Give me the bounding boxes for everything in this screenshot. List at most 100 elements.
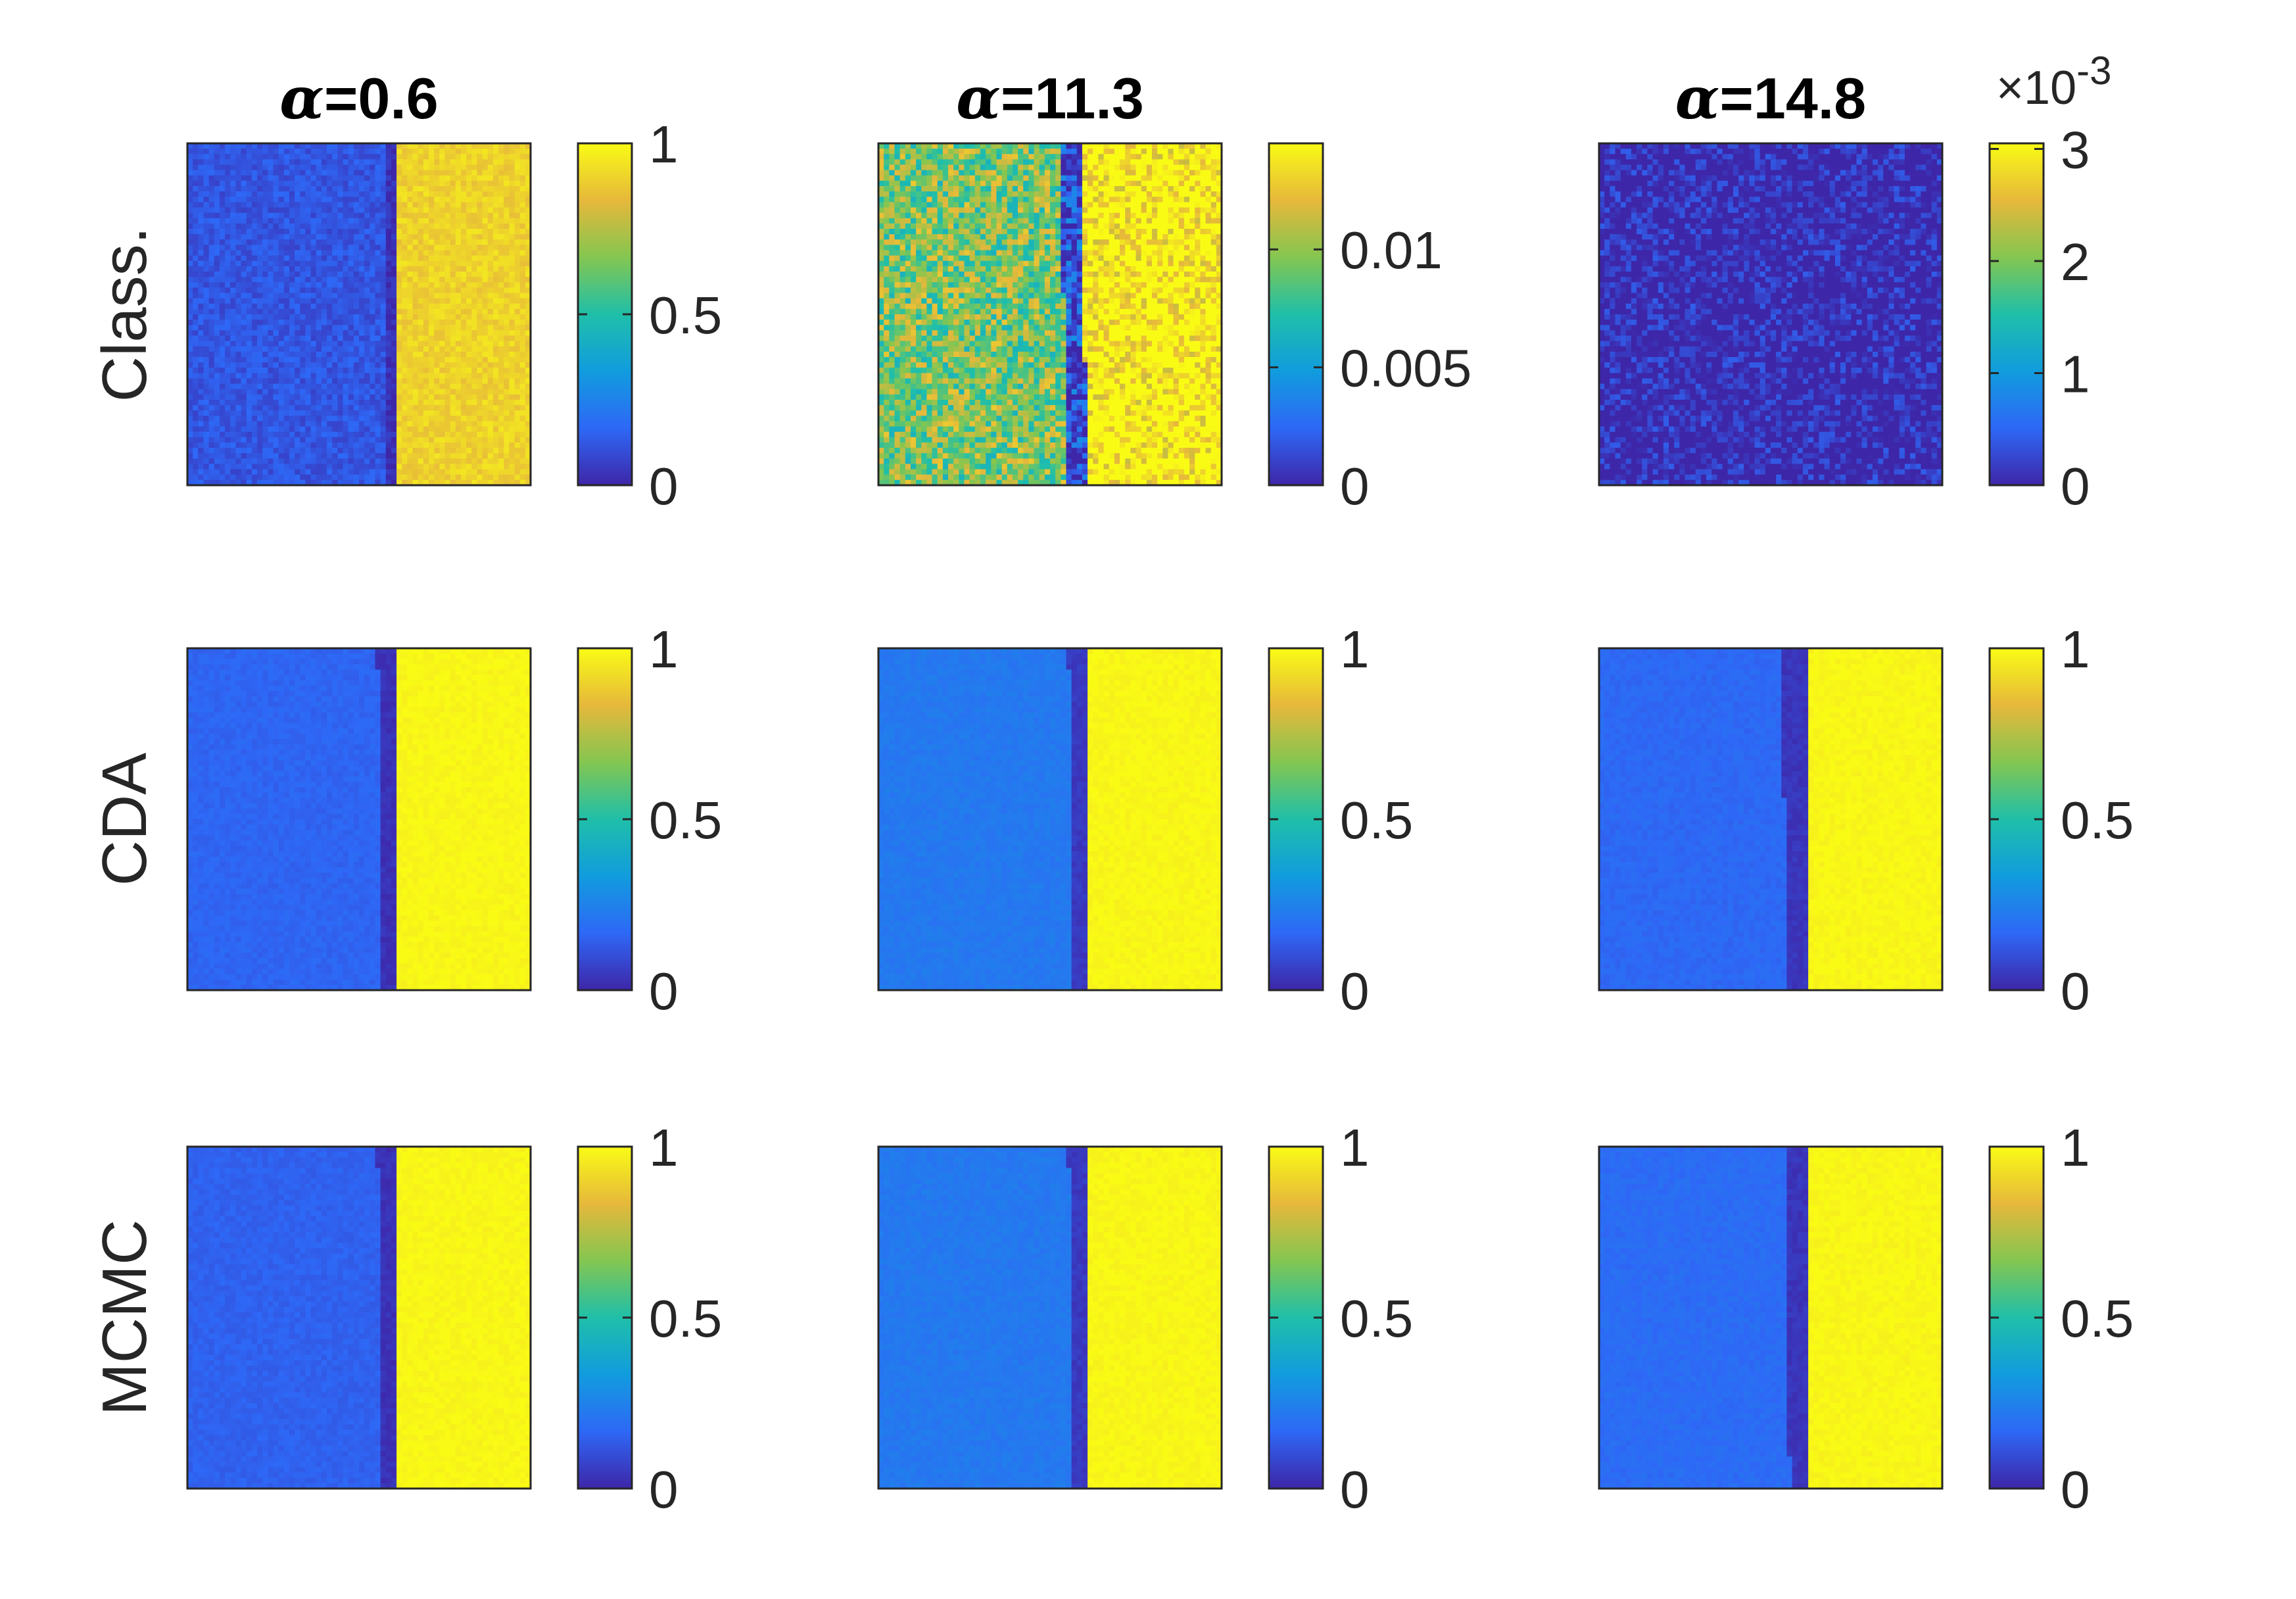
heatmap-cell [471,218,477,224]
heatmap-cell [375,352,381,358]
heatmap-cell [252,272,258,277]
heatmap-cell [402,251,408,256]
heatmap-cell [461,239,467,245]
heatmap-cell [381,314,387,320]
heatmap-cell [370,170,375,176]
heatmap-cell [434,208,440,214]
heatmap-cell [337,170,343,176]
heatmap-cell [332,181,338,187]
heatmap-cell [456,298,462,304]
heatmap-cell [279,176,285,181]
heatmap-cell [456,213,462,219]
heatmap-cell [343,357,349,363]
heatmap-cell [504,357,510,363]
heatmap-cell [209,239,215,245]
heatmap-cell [257,298,263,304]
heatmap-cell [450,224,456,229]
heatmap-cell [289,287,295,293]
heatmap-cell [445,239,451,245]
heatmap-cell [364,379,370,385]
heatmap-cell [337,362,343,368]
heatmap-cell [268,314,274,320]
heatmap-cell [252,309,258,315]
heatmap-cell [381,336,387,342]
heatmap-cell [230,325,236,331]
heatmap-cell [375,325,381,331]
heatmap-cell [466,186,472,192]
heatmap-cell [343,346,349,352]
heatmap-cell [295,154,300,160]
heatmap-cell [230,352,236,358]
heatmap-cell [220,304,226,310]
heatmap-cell [332,320,338,325]
heatmap-cell [327,266,333,272]
heatmap-cell [493,170,499,176]
heatmap-cell [332,314,338,320]
heatmap-cell [300,181,306,187]
heatmap-cell [359,149,365,155]
heatmap-cell [396,224,402,229]
heatmap-cell [247,287,252,293]
heatmap-cell [327,346,333,352]
heatmap-cell [483,170,489,176]
heatmap-cell [370,362,375,368]
heatmap-cell [515,379,521,385]
heatmap-cell [402,256,408,262]
heatmap-cell [322,218,327,224]
heatmap-cell [279,266,285,272]
heatmap-cell [423,298,429,304]
heatmap-cell [520,368,526,373]
heatmap-cell [413,266,419,272]
heatmap-cell [354,149,360,155]
heatmap-cell [359,154,365,160]
heatmap-cell [252,176,258,181]
heatmap-cell [391,149,397,155]
heatmap-cell [483,197,489,203]
heatmap-cell [247,251,252,256]
heatmap-cell [493,149,499,155]
heatmap-cell [375,229,381,235]
heatmap-cell [364,149,370,155]
heatmap-cell [354,325,360,331]
heatmap-cell [493,304,499,310]
heatmap-cell [429,165,435,171]
heatmap-cell [418,272,424,277]
heatmap-cell [241,176,247,181]
heatmap-cell [509,379,515,385]
heatmap-cell [193,357,199,363]
heatmap-cell [327,251,333,256]
heatmap-cell [445,197,451,203]
heatmap-cell [230,251,236,256]
heatmap-cell [418,256,424,262]
heatmap-cell [429,149,435,155]
heatmap-cell [295,309,300,315]
heatmap-cell [295,251,300,256]
heatmap-cell [520,325,526,331]
heatmap-cell [327,309,333,315]
heatmap-cell [493,186,499,192]
heatmap-cell [418,336,424,342]
heatmap-cell [450,346,456,352]
heatmap-cell [322,224,327,229]
heatmap-cell [509,320,515,325]
heatmap-cell [434,181,440,187]
heatmap-cell [262,229,268,235]
heatmap-cell [456,379,462,385]
heatmap-cell [327,170,333,176]
heatmap-cell [450,176,456,181]
heatmap-cell [456,266,462,272]
heatmap-cell [327,176,333,181]
heatmap-cell [274,170,279,176]
heatmap-cell [289,272,295,277]
heatmap-cell [456,245,462,251]
heatmap-cell [337,234,343,240]
heatmap-cell [241,352,247,358]
heatmap-cell [471,165,477,171]
heatmap-cell [348,224,354,229]
heatmap-cell [445,202,451,208]
heatmap-cell [257,320,263,325]
heatmap-cell [439,224,445,229]
heatmap-cell [407,256,413,262]
heatmap-cell [274,181,279,187]
heatmap-cell [316,357,322,363]
